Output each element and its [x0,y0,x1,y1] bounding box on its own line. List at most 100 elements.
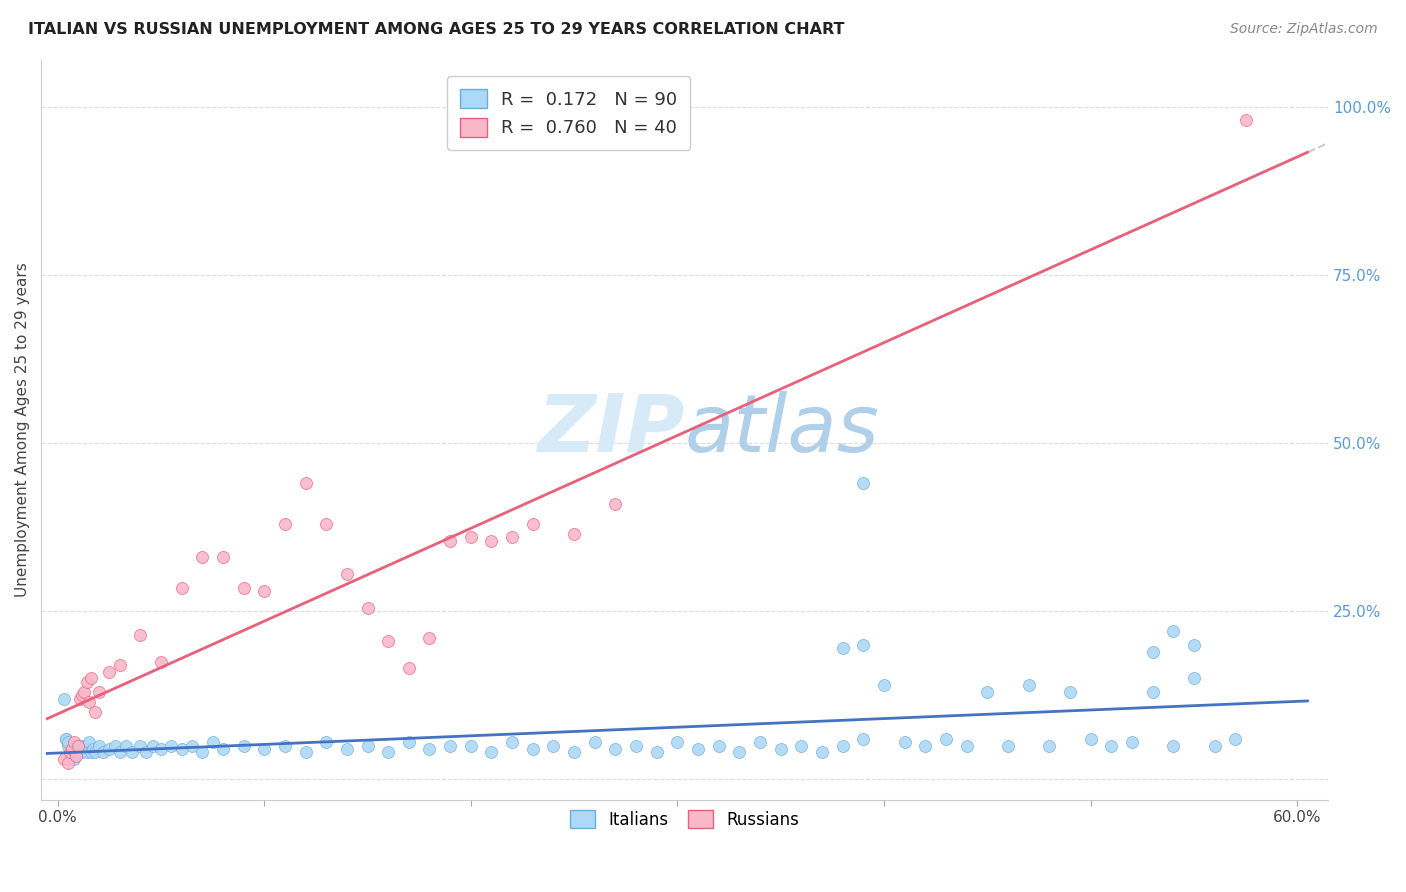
Point [212,550,235,565]
Point [1080,731,1102,746]
Point [98,665,121,679]
Point [955,739,977,753]
Point [69,691,91,706]
Text: atlas: atlas [685,391,879,468]
Point [56,756,79,770]
Point [294,476,316,491]
Text: ZIP: ZIP [537,391,685,468]
Point [114,739,136,753]
Point [852,638,875,652]
Point [83,705,105,719]
Point [87,685,110,699]
Point [274,516,297,531]
Point [398,661,420,675]
Y-axis label: Unemployment Among Ages 25 to 29 years: Unemployment Among Ages 25 to 29 years [15,262,30,597]
Point [191,746,214,760]
Point [72,688,94,702]
Point [80,672,103,686]
Point [605,742,627,756]
Point [831,641,853,656]
Point [418,631,440,645]
Point [91,746,114,760]
Point [666,735,689,749]
Point [135,746,157,760]
Point [976,685,998,699]
Point [852,476,875,491]
Point [562,526,585,541]
Point [1182,672,1205,686]
Point [439,533,461,548]
Point [501,530,523,544]
Point [67,746,90,760]
Point [87,739,110,753]
Point [232,581,254,595]
Point [481,533,503,548]
Point [63,752,86,766]
Point [1018,678,1040,692]
Point [1121,735,1143,749]
Point [294,746,316,760]
Point [1234,113,1257,128]
Point [831,739,853,753]
Point [583,735,606,749]
Point [253,742,276,756]
Point [121,746,143,760]
Point [212,742,235,756]
Point [605,497,627,511]
Point [315,516,337,531]
Point [1142,685,1164,699]
Point [52,752,75,766]
Point [60,742,83,756]
Point [336,742,359,756]
Point [997,739,1019,753]
Point [336,567,359,582]
Point [69,739,91,753]
Point [728,746,751,760]
Point [522,516,544,531]
Point [59,746,82,760]
Point [129,628,152,642]
Point [65,748,87,763]
Point [73,685,96,699]
Point [1225,731,1247,746]
Text: ITALIAN VS RUSSIAN UNEMPLOYMENT AMONG AGES 25 TO 29 YEARS CORRELATION CHART: ITALIAN VS RUSSIAN UNEMPLOYMENT AMONG AG… [28,22,845,37]
Point [645,746,668,760]
Point [1204,739,1226,753]
Point [418,742,440,756]
Point [377,746,399,760]
Point [56,735,79,749]
Point [749,735,772,749]
Point [83,746,105,760]
Point [769,742,792,756]
Point [356,739,378,753]
Point [914,739,936,753]
Point [232,739,254,753]
Point [77,695,100,709]
Point [55,731,77,746]
Point [180,739,202,753]
Point [686,742,709,756]
Point [1161,624,1184,639]
Point [253,584,276,599]
Point [1038,739,1060,753]
Point [149,742,172,756]
Point [1099,739,1122,753]
Point [1182,638,1205,652]
Point [142,739,165,753]
Point [1161,739,1184,753]
Point [191,550,214,565]
Point [55,731,77,746]
Point [1142,644,1164,658]
Point [108,658,131,673]
Point [98,742,121,756]
Point [80,746,103,760]
Point [82,742,104,756]
Point [104,739,127,753]
Point [108,746,131,760]
Point [63,735,86,749]
Point [481,746,503,760]
Point [76,674,98,689]
Point [893,735,915,749]
Point [811,746,834,760]
Point [77,735,100,749]
